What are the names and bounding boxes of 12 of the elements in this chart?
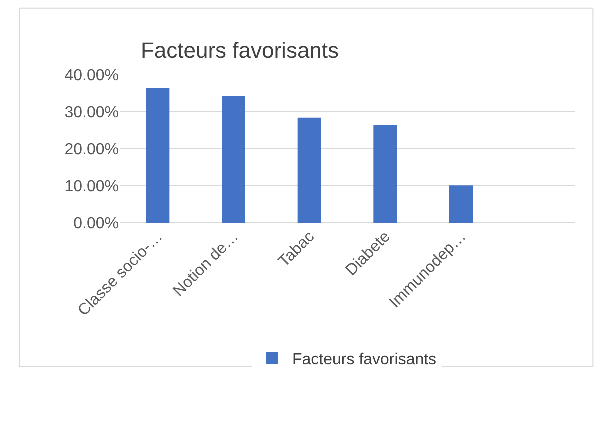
legend-label: Facteurs favorisants <box>292 352 437 369</box>
chart-title: Facteurs favorisants <box>140 38 340 64</box>
y-tick-label: 0.00% <box>74 216 119 233</box>
bar <box>374 125 398 223</box>
y-tick-label: 40.00% <box>64 68 119 85</box>
bar <box>450 186 473 223</box>
bar <box>146 88 170 223</box>
bar <box>298 118 322 223</box>
y-tick-label: 30.00% <box>64 104 119 122</box>
y-tick-label: 20.00% <box>64 142 119 159</box>
y-tick-label: 10.00% <box>64 178 119 196</box>
bar <box>222 96 246 223</box>
